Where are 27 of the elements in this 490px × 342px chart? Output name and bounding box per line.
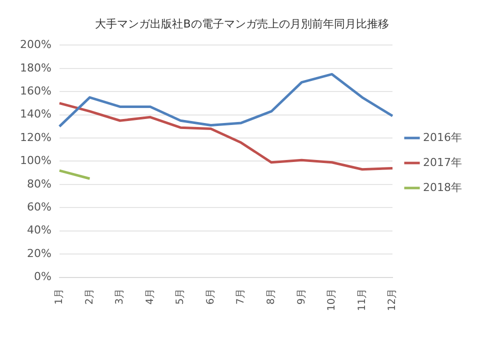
x-tick-label: 12月 xyxy=(387,288,398,312)
x-tick-label: 5月 xyxy=(175,288,186,305)
y-tick-label: 100% xyxy=(20,154,52,168)
y-tick-label: 80% xyxy=(26,177,52,190)
y-tick-label: 180% xyxy=(20,61,52,74)
x-tick-label: 1月 xyxy=(54,288,66,305)
x-tick-label: 4月 xyxy=(144,288,156,305)
x-tick-label: 3月 xyxy=(114,288,126,305)
y-tick-label: 40% xyxy=(26,224,52,237)
x-tick-label: 8月 xyxy=(266,288,277,305)
y-tick-label: 120% xyxy=(20,130,52,144)
x-tick-label: 2月 xyxy=(84,288,96,305)
x-tick-label: 11月 xyxy=(356,288,368,312)
x-tick-label: 6月 xyxy=(205,288,216,305)
y-tick-label: 0% xyxy=(34,270,52,284)
legend-label: 2018年 xyxy=(423,180,462,194)
y-tick-label: 60% xyxy=(26,200,52,214)
y-tick-label: 20% xyxy=(26,246,52,260)
x-tick-label: 7月 xyxy=(236,288,247,305)
legend-label: 2017年 xyxy=(423,156,462,169)
x-tick-label: 10月 xyxy=(326,288,338,312)
legend-label: 2016年 xyxy=(423,130,462,144)
y-tick-label: 140% xyxy=(20,108,52,121)
chart-title: 大手マンガ出版社Bの電子マンガ売上の月別前年同月比推移 xyxy=(95,17,389,30)
y-tick-label: 200% xyxy=(20,38,52,52)
x-tick-label: 9月 xyxy=(296,288,308,305)
y-tick-label: 160% xyxy=(20,84,52,98)
